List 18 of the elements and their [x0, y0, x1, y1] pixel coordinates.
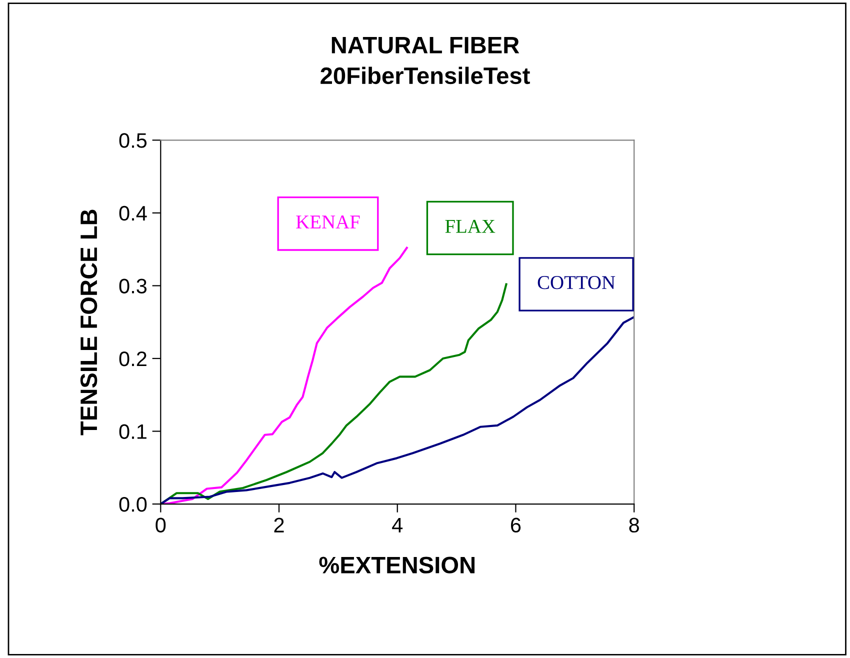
- y-tick-label: 0.1: [119, 424, 146, 440]
- y-tick-label: 0.0: [119, 497, 147, 512]
- x-tick-label: 0: [156, 518, 166, 533]
- y-tick-label: 0.3: [119, 278, 147, 294]
- x-axis-title: %EXTENSION: [319, 556, 475, 574]
- y-tick-label: 0.4: [119, 206, 147, 221]
- x-tick-label: 8: [629, 518, 639, 533]
- text: KENAF: [296, 216, 360, 228]
- text: FLAX: [445, 220, 496, 233]
- series-label: COTTON: [538, 276, 616, 290]
- y-tick-label: 0.2: [119, 351, 146, 366]
- x-tick-label: 6: [511, 518, 521, 533]
- chart-title: NATURAL FIBER 20FiberTensileTest: [320, 37, 530, 84]
- y-axis-title: TENSILE FORCE LB: [80, 210, 98, 436]
- y-tick-label: 0.5: [119, 133, 147, 148]
- x-tick-label: 4: [392, 518, 403, 532]
- line-series: [160, 246, 408, 504]
- x-tick-label: 2: [274, 518, 284, 532]
